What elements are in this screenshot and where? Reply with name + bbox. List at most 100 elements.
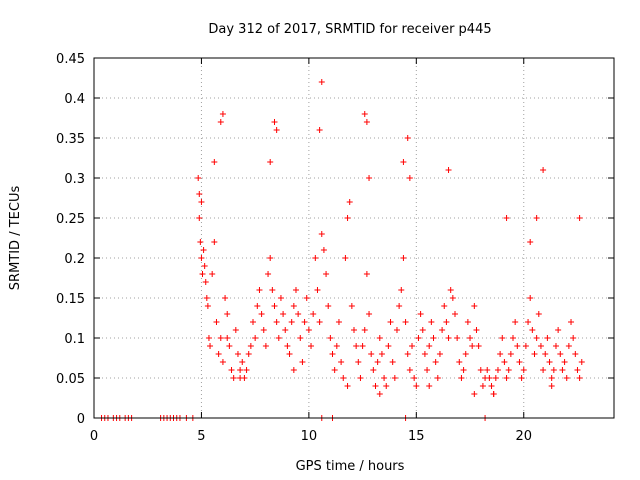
data-point — [239, 359, 246, 365]
plot-frame — [93, 57, 615, 419]
chart-title: Day 312 of 2017, SRMTID for receiver p44… — [208, 22, 491, 37]
data-point — [348, 303, 355, 309]
data-point — [277, 295, 284, 301]
data-point — [314, 287, 321, 293]
data-point — [237, 367, 244, 373]
data-point — [563, 375, 570, 381]
x-tick-label: 15 — [408, 429, 425, 444]
data-point — [561, 359, 568, 365]
data-point — [338, 359, 345, 365]
data-point — [492, 375, 499, 381]
data-point — [505, 367, 512, 373]
data-point — [413, 383, 420, 389]
y-tick-label: 0.1 — [64, 332, 85, 347]
data-point — [540, 367, 547, 373]
data-point — [376, 335, 383, 341]
data-point — [342, 255, 349, 261]
data-point — [381, 375, 388, 381]
data-point — [479, 383, 486, 389]
data-point — [363, 271, 370, 277]
data-point — [385, 343, 392, 349]
data-point — [512, 319, 519, 325]
data-point — [232, 327, 239, 333]
data-point — [355, 359, 362, 365]
data-point — [469, 343, 476, 349]
data-point — [310, 311, 317, 317]
x-axis-label: GPS time / hours — [296, 459, 405, 474]
data-point — [533, 335, 540, 341]
data-point — [275, 335, 282, 341]
data-point — [366, 311, 373, 317]
data-point — [503, 215, 510, 221]
y-tick-label: 0.3 — [64, 172, 85, 187]
data-point — [557, 351, 564, 357]
data-point — [544, 335, 551, 341]
data-point — [237, 375, 244, 381]
data-point — [215, 351, 222, 357]
data-point — [518, 375, 525, 381]
data-point — [325, 303, 332, 309]
data-point — [346, 199, 353, 205]
data-point — [344, 215, 351, 221]
data-point — [202, 279, 209, 285]
data-point — [464, 319, 471, 325]
data-point — [389, 359, 396, 365]
data-point — [201, 263, 208, 269]
data-point — [398, 287, 405, 293]
data-point — [503, 375, 510, 381]
data-point — [507, 351, 514, 357]
data-point — [447, 287, 454, 293]
data-point — [301, 319, 308, 325]
data-point — [262, 343, 269, 349]
data-point — [260, 327, 267, 333]
data-point — [269, 287, 276, 293]
data-point — [391, 375, 398, 381]
data-point — [578, 359, 585, 365]
data-point — [402, 319, 409, 325]
data-point — [550, 367, 557, 373]
data-point — [273, 127, 280, 133]
data-point — [527, 239, 534, 245]
y-tick-label: 0.45 — [56, 52, 85, 67]
data-point — [383, 383, 390, 389]
data-point — [363, 119, 370, 125]
data-point — [426, 343, 433, 349]
data-point — [219, 359, 226, 365]
data-point — [454, 335, 461, 341]
data-point — [250, 319, 257, 325]
data-point — [219, 111, 226, 117]
data-point — [467, 335, 474, 341]
data-point — [417, 311, 424, 317]
data-point — [376, 391, 383, 397]
data-point — [198, 199, 205, 205]
data-point — [548, 383, 555, 389]
data-point — [335, 319, 342, 325]
y-tick-label: 0.05 — [56, 372, 85, 387]
data-point — [533, 215, 540, 221]
data-point — [458, 375, 465, 381]
data-point — [475, 343, 482, 349]
data-point — [396, 303, 403, 309]
data-point — [372, 383, 379, 389]
data-point — [449, 295, 456, 301]
data-point — [428, 319, 435, 325]
data-point — [576, 215, 583, 221]
data-point — [406, 367, 413, 373]
data-point — [252, 335, 259, 341]
data-point — [209, 271, 216, 277]
data-point — [195, 175, 202, 181]
data-point — [529, 327, 536, 333]
data-point — [256, 287, 263, 293]
data-point — [197, 239, 204, 245]
y-tick-label: 0.35 — [56, 132, 85, 147]
data-point — [222, 295, 229, 301]
data-point — [570, 335, 577, 341]
data-point — [320, 247, 327, 253]
data-point — [267, 255, 274, 261]
data-point — [280, 311, 287, 317]
data-point — [486, 375, 493, 381]
data-point — [224, 335, 231, 341]
data-point — [535, 311, 542, 317]
data-point — [213, 319, 220, 325]
